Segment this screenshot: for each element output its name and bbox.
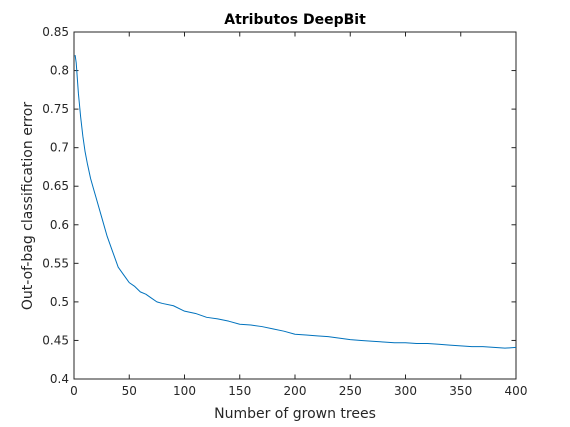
y-tick-label: 0.5 [50, 295, 69, 309]
x-axis-label: Number of grown trees [214, 406, 376, 422]
x-tick-label: 100 [173, 384, 196, 398]
x-tick-label: 50 [122, 384, 137, 398]
y-axis-label: Out-of-bag classification error [20, 102, 36, 310]
x-tick-label: 150 [228, 384, 251, 398]
x-tick-label: 400 [505, 384, 528, 398]
y-tick-label: 0.7 [50, 141, 69, 155]
x-tick-label: 200 [284, 384, 307, 398]
y-tick-label: 0.75 [42, 102, 69, 116]
series-line [74, 55, 517, 349]
y-tick-label: 0.85 [42, 25, 69, 39]
x-tick-label: 250 [339, 384, 362, 398]
y-tick-label: 0.8 [50, 64, 69, 78]
x-tick-label: 0 [70, 384, 78, 398]
x-axis: 0 50 100 150 200 250 300 350 400 [70, 32, 527, 398]
y-tick-label: 0.65 [42, 179, 69, 193]
y-tick-label: 0.4 [50, 372, 69, 386]
y-tick-label: 0.6 [50, 218, 69, 232]
x-tick-label: 300 [394, 384, 417, 398]
x-tick-label: 350 [449, 384, 472, 398]
plot-area [73, 31, 517, 380]
y-tick-label: 0.55 [42, 256, 69, 270]
chart-title: Atributos DeepBit [224, 12, 366, 28]
y-tick-label: 0.45 [42, 333, 69, 347]
y-axis: 0.4 0.45 0.5 0.55 0.6 0.65 0.7 0.75 0.8 0.85 [42, 25, 516, 386]
